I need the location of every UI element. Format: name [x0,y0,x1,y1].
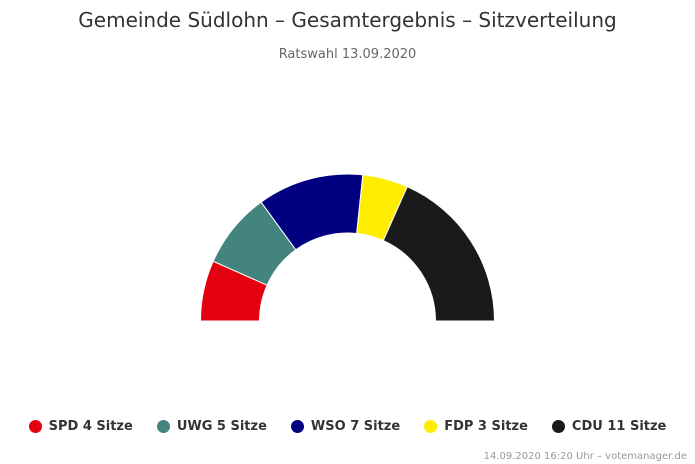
legend-label-fdp: FDP 3 Sitze [444,419,528,434]
legend-marker-spd [29,420,42,433]
legend-item-fdp[interactable]: FDP 3 Sitze [424,419,528,434]
legend-item-cdu[interactable]: CDU 11 Sitze [552,419,666,434]
legend-label-spd: SPD 4 Sitze [49,419,133,434]
legend-label-cdu: CDU 11 Sitze [572,419,666,434]
legend-item-uwg[interactable]: UWG 5 Sitze [157,419,267,434]
legend-item-spd[interactable]: SPD 4 Sitze [29,419,133,434]
legend-marker-uwg [157,420,170,433]
seat-slice-cdu[interactable] [383,187,494,321]
legend-marker-fdp [424,420,437,433]
legend-item-wso[interactable]: WSO 7 Sitze [291,419,400,434]
legend-label-wso: WSO 7 Sitze [311,419,400,434]
legend-label-uwg: UWG 5 Sitze [177,419,267,434]
credits[interactable]: 14.09.2020 16:20 Uhr – votemanager.de [484,451,687,462]
legend-marker-wso [291,420,304,433]
legend: SPD 4 Sitze UWG 5 Sitze WSO 7 Sitze FDP … [0,419,695,434]
legend-marker-cdu [552,420,565,433]
